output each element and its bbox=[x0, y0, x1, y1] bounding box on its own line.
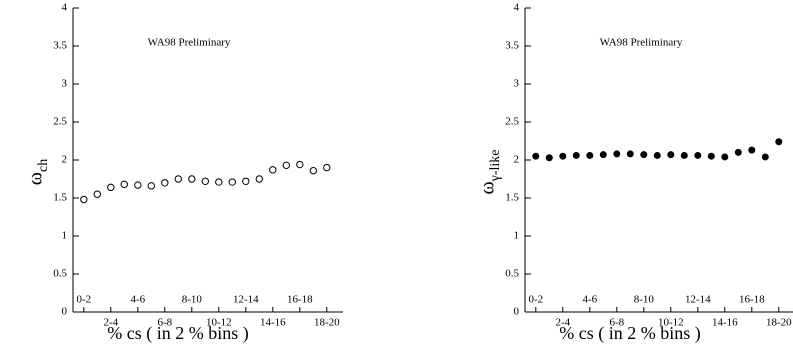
point bbox=[586, 151, 594, 159]
panel: 0 0.5 1 1.5 2 2.5 3 3.5 4 0-2 2-4 4-6 6-8 8-1010-1212… bbox=[477, 2, 793, 344]
point bbox=[734, 148, 742, 156]
x-tick-label: 18-20 bbox=[766, 317, 792, 329]
annotation: WA98 Preliminary bbox=[600, 37, 683, 49]
point bbox=[147, 182, 156, 190]
y-tick-label: 2.5 bbox=[505, 116, 519, 128]
point bbox=[559, 152, 567, 160]
point bbox=[174, 175, 183, 183]
point bbox=[80, 195, 88, 204]
x-tick-label: 8-10 bbox=[634, 294, 655, 306]
y-tick-label: 3 bbox=[62, 78, 68, 90]
y-tick-label: 4 bbox=[62, 2, 68, 14]
y-tick-label: 1.5 bbox=[53, 192, 67, 204]
point bbox=[134, 181, 142, 189]
x-axis-label: % cs ( in 2 % bins ) bbox=[107, 323, 248, 344]
y-tick-label: 0 bbox=[514, 306, 520, 318]
point bbox=[626, 150, 634, 158]
x-tick-label: 16-18 bbox=[287, 294, 313, 306]
y-axis-label: ωch bbox=[25, 159, 52, 185]
annotation: WA98 Preliminary bbox=[148, 37, 231, 49]
point bbox=[545, 154, 553, 162]
x-tick-label: 12-14 bbox=[685, 294, 711, 306]
point bbox=[640, 151, 648, 159]
x-tick-label: 6-8 bbox=[157, 317, 172, 329]
point bbox=[269, 166, 277, 174]
x-tick-label: 14-16 bbox=[712, 317, 738, 329]
x-tick-label: 12-14 bbox=[233, 294, 259, 306]
point bbox=[93, 190, 102, 198]
point bbox=[532, 152, 540, 160]
point bbox=[215, 178, 223, 186]
point bbox=[667, 151, 675, 159]
x-tick-label: 10-12 bbox=[658, 317, 684, 329]
y-tick-label: 1 bbox=[514, 230, 520, 242]
point bbox=[323, 163, 331, 172]
y-axis-label-sub: ch bbox=[36, 159, 51, 172]
point bbox=[613, 150, 621, 158]
y-tick-label: 1.5 bbox=[505, 192, 519, 204]
y-tick-label: 4 bbox=[514, 2, 520, 14]
x-tick-label: 6-8 bbox=[609, 317, 624, 329]
point bbox=[599, 151, 607, 159]
x-tick-label: 16-18 bbox=[739, 294, 765, 306]
point bbox=[282, 161, 290, 170]
point bbox=[721, 153, 729, 161]
point bbox=[748, 146, 756, 154]
y-axis-label-sub: γ-like bbox=[488, 149, 503, 182]
x-tick-label: 10-12 bbox=[206, 317, 232, 329]
x-tick-label: 2-4 bbox=[555, 317, 570, 329]
point bbox=[707, 152, 715, 160]
panel: 0 0.5 1 1.5 2 2.5 3 3.5 4 0-2 2-4 4-6 6-8 8-1010-1212… bbox=[25, 2, 343, 344]
x-tick-label: 8-10 bbox=[182, 294, 203, 306]
x-axis-label: % cs ( in 2 % bins ) bbox=[559, 323, 700, 344]
point bbox=[309, 166, 317, 175]
y-tick-label: 2.5 bbox=[53, 116, 67, 128]
y-tick-label: 0.5 bbox=[505, 268, 519, 280]
y-axis-label: ωγ-like bbox=[477, 149, 504, 194]
x-tick-label: 0-2 bbox=[76, 294, 91, 306]
y-tick-label: 2 bbox=[514, 154, 520, 166]
x-tick-label: 4-6 bbox=[130, 294, 145, 306]
point bbox=[572, 151, 580, 159]
point bbox=[201, 177, 210, 185]
x-tick-label: 18-20 bbox=[314, 317, 340, 329]
point bbox=[761, 153, 769, 161]
y-tick-label: 3.5 bbox=[53, 40, 67, 52]
point bbox=[255, 175, 263, 183]
y-tick-label: 3 bbox=[514, 78, 520, 90]
point bbox=[107, 183, 115, 192]
point bbox=[653, 151, 661, 159]
y-tick-label: 2 bbox=[62, 154, 68, 166]
x-tick-label: 14-16 bbox=[260, 317, 286, 329]
point bbox=[188, 175, 196, 183]
point bbox=[161, 179, 169, 187]
point bbox=[228, 178, 237, 186]
point bbox=[775, 138, 783, 146]
point bbox=[694, 151, 702, 159]
y-tick-label: 3.5 bbox=[505, 40, 519, 52]
x-tick-label: 0-2 bbox=[528, 294, 543, 306]
point bbox=[680, 151, 688, 159]
y-tick-label: 1 bbox=[62, 230, 68, 242]
y-tick-label: 0.5 bbox=[53, 268, 67, 280]
x-tick-label: 4-6 bbox=[582, 294, 597, 306]
point bbox=[242, 177, 250, 185]
point bbox=[296, 160, 304, 169]
x-tick-label: 2-4 bbox=[103, 317, 118, 329]
y-tick-label: 0 bbox=[62, 306, 68, 318]
point bbox=[120, 180, 129, 189]
